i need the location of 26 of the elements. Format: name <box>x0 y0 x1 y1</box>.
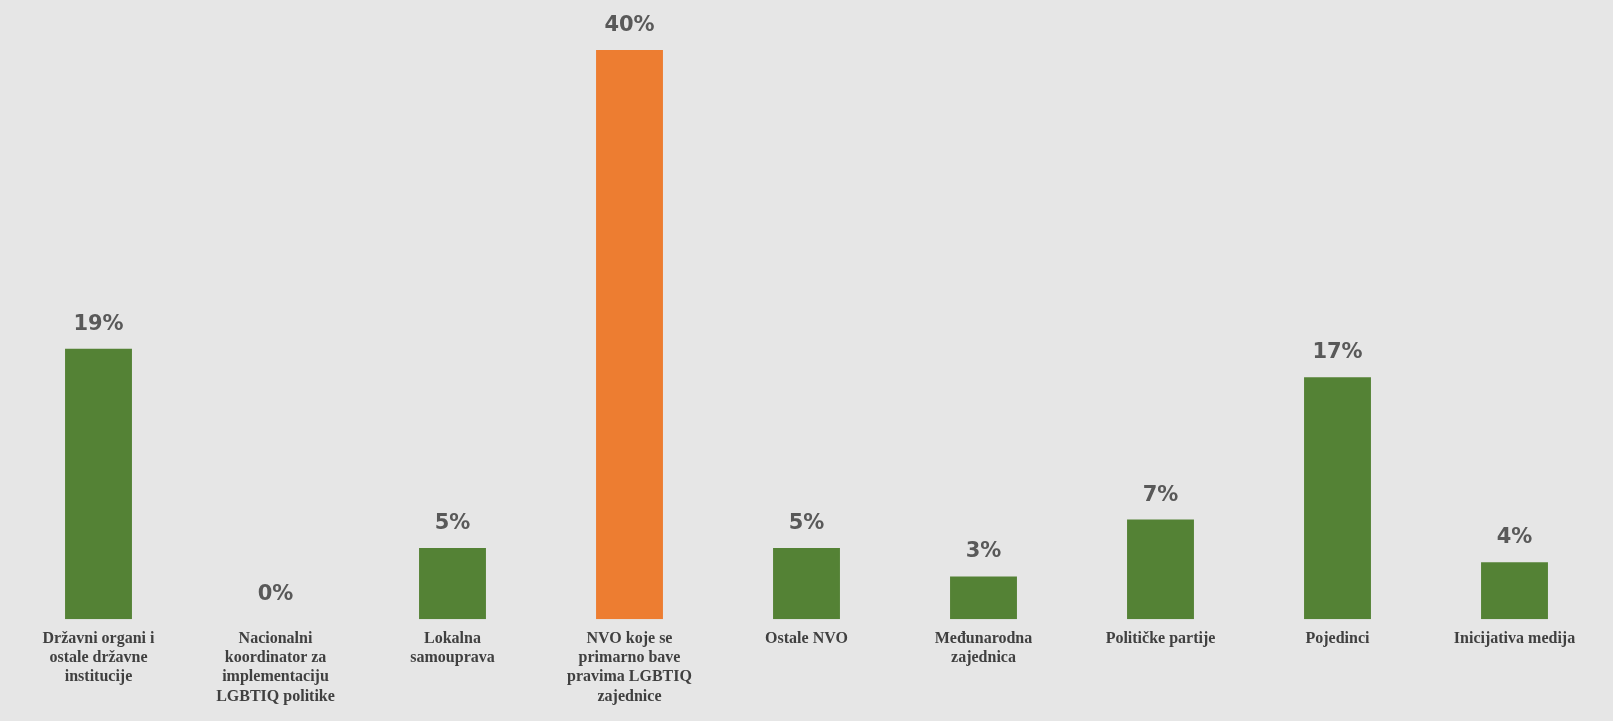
bar <box>65 348 132 620</box>
bar <box>950 576 1017 620</box>
data-label: 0% <box>257 581 294 606</box>
bar <box>419 548 486 620</box>
bar <box>1481 562 1548 620</box>
data-label: 5% <box>788 510 825 534</box>
bar <box>596 50 663 620</box>
data-label: 5% <box>434 510 471 534</box>
bar <box>773 548 840 620</box>
data-label: 40% <box>604 11 655 36</box>
x-tick-label: Državni organi i ostale državne institucije <box>42 628 156 686</box>
data-label: 3% <box>965 538 1002 563</box>
data-label: 19% <box>73 310 124 335</box>
x-tick-label: Lokalna samouprava <box>410 628 495 667</box>
x-tick-label: Inicijativa medija <box>1453 628 1576 647</box>
bar <box>1304 377 1371 620</box>
data-label: 17% <box>1312 339 1363 364</box>
x-tick-label: Ostale NVO <box>765 628 848 646</box>
x-tick-label: Političke partije <box>1105 628 1216 647</box>
x-tick-label: Pojedinci <box>1305 628 1371 647</box>
bar <box>1127 519 1194 620</box>
x-tick-label: Nacionalni koordinator za implementaciju LGBTIQ politike <box>216 628 335 705</box>
data-label: 4% <box>1496 524 1533 549</box>
x-tick-label: Međunarodna zajednica <box>934 628 1033 667</box>
x-tick-label: NVO koje se primarno bave pravima LGBTIQ zajednice <box>567 628 692 705</box>
data-label: 7% <box>1142 481 1179 506</box>
